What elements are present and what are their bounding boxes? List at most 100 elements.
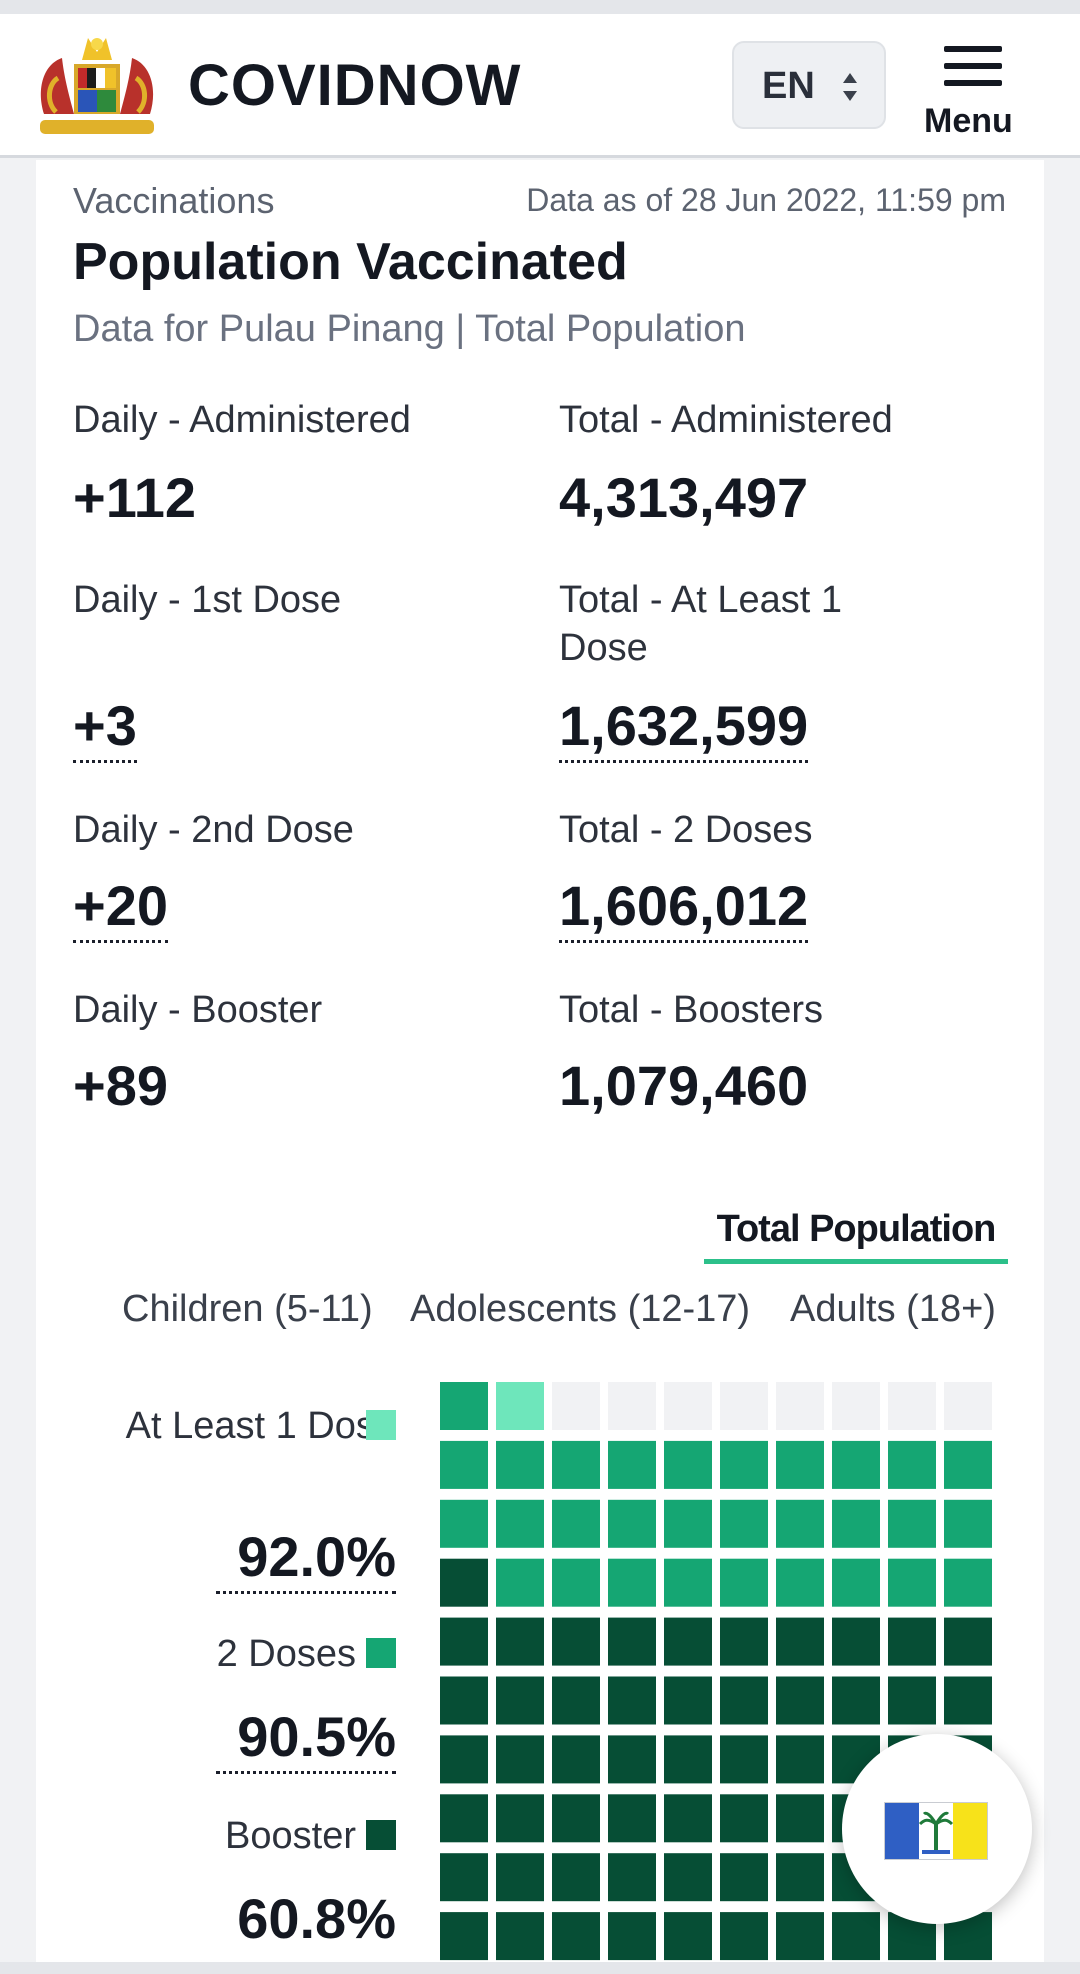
- waffle-cell-booster: [440, 1853, 488, 1902]
- malaysia-crest-logo[interactable]: [34, 34, 160, 140]
- stat-label-daily-1st-dose: Daily - 1st Dose: [73, 579, 342, 621]
- waffle-cell-booster: [832, 1617, 880, 1666]
- waffle-cell-empty: [776, 1382, 824, 1430]
- waffle-cell-booster: [776, 1735, 824, 1784]
- waffle-cell-booster: [608, 1853, 656, 1902]
- updown-caret-icon: [843, 73, 857, 101]
- tab-adults[interactable]: Adults (18+): [790, 1288, 996, 1330]
- waffle-cell-booster: [608, 1617, 656, 1666]
- waffle-cell-booster: [888, 1676, 936, 1725]
- stat-label-daily-booster: Daily - Booster: [73, 989, 323, 1031]
- waffle-cell-empty: [720, 1382, 768, 1430]
- waffle-cell-booster: [944, 1617, 992, 1666]
- legend-value-2-doses[interactable]: 90.5%: [216, 1704, 396, 1774]
- waffle-cell-booster: [664, 1794, 712, 1843]
- legend-label-booster: Booster: [225, 1815, 356, 1857]
- hamburger-icon: [944, 46, 1002, 86]
- stat-value-daily-1st-dose[interactable]: +3: [73, 694, 137, 763]
- state-selector-button[interactable]: [842, 1734, 1032, 1924]
- waffle-cell-booster: [832, 1676, 880, 1725]
- waffle-cell-2-doses: [776, 1440, 824, 1489]
- waffle-cell-booster: [440, 1735, 488, 1784]
- menu-button[interactable]: Menu: [920, 44, 1032, 144]
- waffle-cell-booster: [496, 1853, 544, 1902]
- waffle-cell-booster: [664, 1912, 712, 1961]
- legend-swatch-1st-dose: [366, 1410, 396, 1440]
- waffle-cell-2-doses: [944, 1558, 992, 1607]
- waffle-cell-2-doses: [832, 1558, 880, 1607]
- legend-label-2-doses: 2 Doses: [216, 1633, 356, 1675]
- waffle-cell-empty: [552, 1382, 600, 1430]
- tab-children[interactable]: Children (5-11): [122, 1288, 373, 1330]
- waffle-cell-booster: [720, 1912, 768, 1961]
- waffle-cell-booster: [944, 1676, 992, 1725]
- waffle-cell-booster: [552, 1617, 600, 1666]
- waffle-cell-booster: [776, 1676, 824, 1725]
- waffle-cell-2-doses: [664, 1440, 712, 1489]
- waffle-cell-2-doses: [776, 1558, 824, 1607]
- page-title: Population Vaccinated: [73, 233, 628, 291]
- stat-label-total-administered: Total - Administered: [559, 399, 893, 441]
- stat-value-total-1st-dose[interactable]: 1,632,599: [559, 694, 809, 763]
- waffle-cell-2-doses: [608, 1440, 656, 1489]
- waffle-cell-2-doses: [496, 1499, 544, 1548]
- waffle-cell-2-doses: [664, 1499, 712, 1548]
- waffle-cell-2-doses: [496, 1440, 544, 1489]
- tab-total-population[interactable]: Total Population: [704, 1208, 1008, 1264]
- waffle-cell-booster: [552, 1676, 600, 1725]
- waffle-cell-2-doses: [888, 1440, 936, 1489]
- stat-value-daily-administered: +112: [73, 466, 197, 529]
- waffle-cell-booster: [664, 1853, 712, 1902]
- waffle-cell-booster: [776, 1794, 824, 1843]
- menu-label: Menu: [924, 102, 1013, 140]
- waffle-cell-2-doses: [888, 1558, 936, 1607]
- tab-adolescents[interactable]: Adolescents (12-17): [410, 1288, 751, 1330]
- stat-label-daily-2nd-dose: Daily - 2nd Dose: [73, 809, 354, 851]
- waffle-cell-2-doses: [776, 1499, 824, 1548]
- page-subtitle: Data for Pulau Pinang | Total Population: [73, 308, 746, 350]
- stat-value-total-boosters: 1,079,460: [559, 1054, 809, 1117]
- waffle-cell-empty: [608, 1382, 656, 1430]
- waffle-cell-booster: [720, 1853, 768, 1902]
- stat-value-daily-2nd-dose[interactable]: +20: [73, 874, 168, 943]
- stat-label-total-boosters: Total - Boosters: [559, 989, 823, 1031]
- bottom-strip: [0, 1962, 1080, 1974]
- language-select-value: EN: [762, 65, 815, 107]
- waffle-cell-2-doses: [440, 1382, 488, 1430]
- section-kicker: Vaccinations: [73, 180, 275, 221]
- waffle-cell-booster: [552, 1853, 600, 1902]
- waffle-cell-2-doses: [832, 1440, 880, 1489]
- legend-swatch-booster: [366, 1820, 396, 1850]
- data-timestamp: Data as of 28 Jun 2022, 11:59 pm: [526, 182, 1006, 218]
- waffle-cell-booster: [496, 1912, 544, 1961]
- waffle-cell-2-doses: [552, 1558, 600, 1607]
- language-select[interactable]: EN: [732, 41, 886, 129]
- waffle-chart: [440, 1382, 992, 1961]
- waffle-cell-1st-dose: [496, 1382, 544, 1430]
- stat-value-daily-booster: +89: [73, 1054, 168, 1117]
- waffle-cell-empty: [664, 1382, 712, 1430]
- waffle-cell-2-doses: [664, 1558, 712, 1607]
- pulau-pinang-flag-icon: [884, 1802, 988, 1860]
- waffle-cell-2-doses: [720, 1558, 768, 1607]
- waffle-cell-empty: [888, 1382, 936, 1430]
- waffle-cell-booster: [888, 1617, 936, 1666]
- waffle-cell-booster: [440, 1676, 488, 1725]
- stat-value-total-administered: 4,313,497: [559, 466, 809, 529]
- waffle-cell-empty: [944, 1382, 992, 1430]
- waffle-cell-booster: [552, 1794, 600, 1843]
- waffle-cell-booster: [440, 1558, 488, 1607]
- stat-value-total-2-doses[interactable]: 1,606,012: [559, 874, 809, 943]
- waffle-cell-2-doses: [552, 1440, 600, 1489]
- stat-label-daily-administered: Daily - Administered: [73, 399, 411, 441]
- waffle-cell-booster: [720, 1617, 768, 1666]
- legend-label-1st-dose: At Least 1 Dose: [125, 1405, 396, 1447]
- waffle-cell-booster: [440, 1912, 488, 1961]
- brand-title[interactable]: COVIDNOW: [188, 53, 522, 118]
- waffle-cell-2-doses: [944, 1499, 992, 1548]
- legend-value-1st-dose[interactable]: 92.0%: [216, 1524, 396, 1594]
- waffle-cell-booster: [720, 1735, 768, 1784]
- waffle-cell-booster: [664, 1676, 712, 1725]
- waffle-cell-booster: [832, 1912, 880, 1961]
- legend-value-booster: 60.8%: [237, 1887, 396, 1950]
